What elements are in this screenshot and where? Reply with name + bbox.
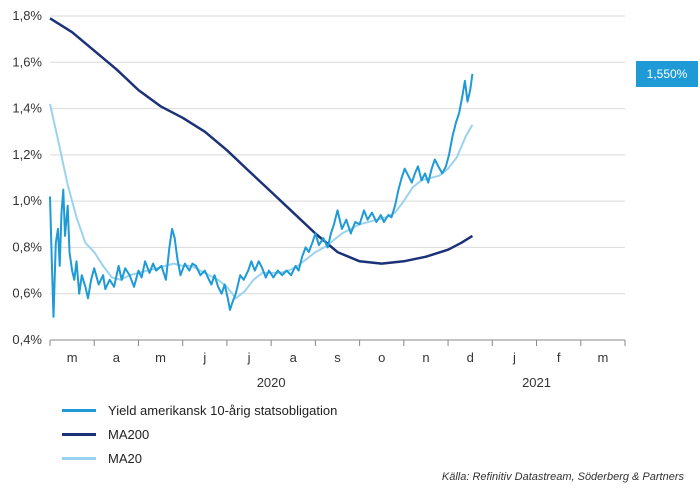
last-value-badge: 1,550% xyxy=(636,61,698,87)
legend: Yield amerikansk 10-årig statsobligation… xyxy=(62,398,337,470)
y-tick-label: 1,8% xyxy=(12,8,42,23)
series-line-ma200 xyxy=(49,17,474,265)
legend-label-yield: Yield amerikansk 10-årig statsobligation xyxy=(108,402,338,418)
x-tick-label: d xyxy=(467,350,474,365)
source-note: Källa: Refinitiv Datastream, Söderberg &… xyxy=(441,471,684,483)
year-label: 2021 xyxy=(522,375,551,390)
series-line-yield xyxy=(49,73,474,318)
y-tick-label: 1,0% xyxy=(12,193,42,208)
y-tick-label: 0,6% xyxy=(12,286,42,301)
legend-swatch-ma20 xyxy=(62,456,96,460)
x-axis: m a m j j a s o n d j f m 2020 2021 xyxy=(49,339,626,390)
y-tick-label: 1,4% xyxy=(12,101,42,116)
series-lines xyxy=(49,17,474,318)
y-axis: 0,4% 0,6% 0,8% 1,0% 1,2% 1,4% 1,6% 1,8% xyxy=(12,8,42,347)
x-tick-label: j xyxy=(202,350,206,365)
legend-label-ma20: MA20 xyxy=(108,450,142,466)
x-tick-label: o xyxy=(378,350,385,365)
x-tick-label: a xyxy=(290,350,298,365)
legend-label-ma200: MA200 xyxy=(108,426,150,442)
legend-item-ma200: MA200 xyxy=(62,422,337,446)
x-tick-label: m xyxy=(67,350,78,365)
x-tick-label: j xyxy=(512,350,516,365)
x-tick-label: f xyxy=(557,350,561,365)
y-tick-label: 1,2% xyxy=(12,147,42,162)
legend-item-yield: Yield amerikansk 10-årig statsobligation xyxy=(62,398,337,422)
y-tick-label: 0,8% xyxy=(12,239,42,254)
x-tick-label: n xyxy=(422,350,429,365)
x-tick-label: s xyxy=(334,350,341,365)
grid-lines xyxy=(50,15,625,341)
legend-item-ma20: MA20 xyxy=(62,446,337,470)
legend-swatch-ma200 xyxy=(62,432,96,436)
x-tick-label: m xyxy=(155,350,166,365)
x-tick-label: j xyxy=(247,350,251,365)
y-tick-label: 1,6% xyxy=(12,54,42,69)
x-tick-label: a xyxy=(113,350,121,365)
year-label: 2020 xyxy=(257,375,286,390)
x-tick-label: m xyxy=(597,350,608,365)
y-tick-label: 0,4% xyxy=(12,332,42,347)
legend-swatch-yield xyxy=(62,408,96,412)
